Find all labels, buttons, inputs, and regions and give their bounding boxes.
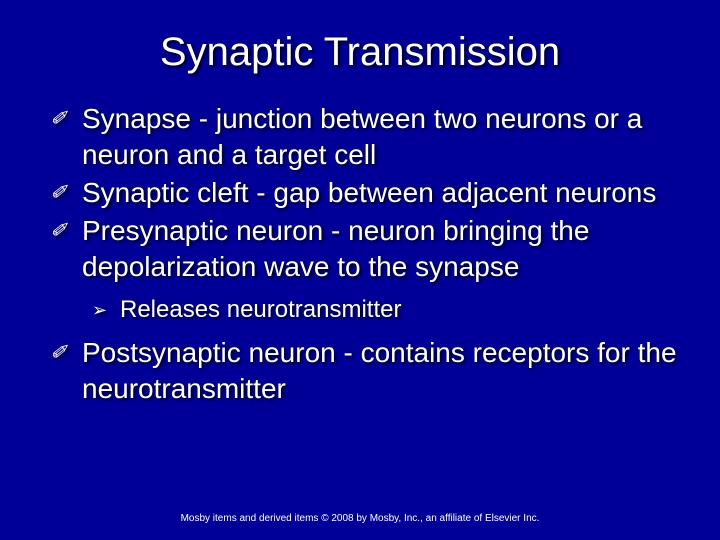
bullet-text: Synapse - junction between two neurons o… [82,101,680,173]
sub-bullet-text: Releases neurotransmitter [120,295,401,325]
bullet-icon: ✐ [50,213,82,249]
sub-bullet-icon: ➢ [92,295,120,325]
bullet-text: Postsynaptic neuron - contains receptors… [82,335,680,407]
slide-title: Synaptic Transmission [40,30,680,75]
bullet-text: Synaptic cleft - gap between adjacent ne… [82,175,656,211]
bullet-item: ✐ Synapse - junction between two neurons… [50,101,680,173]
bullet-icon: ✐ [50,335,82,371]
bullet-item: ✐ Synaptic cleft - gap between adjacent … [50,175,680,211]
bullet-item: ✐ Postsynaptic neuron - contains recepto… [50,335,680,407]
sub-bullet-item: ➢ Releases neurotransmitter [92,295,680,325]
slide: Synaptic Transmission ✐ Synapse - juncti… [0,0,720,540]
bullet-icon: ✐ [50,175,82,211]
slide-body: ✐ Synapse - junction between two neurons… [40,101,680,407]
bullet-item: ✐ Presynaptic neuron - neuron bringing t… [50,213,680,285]
bullet-text: Presynaptic neuron - neuron bringing the… [82,213,680,285]
bullet-icon: ✐ [50,101,82,137]
copyright-footer: Mosby items and derived items © 2008 by … [0,513,720,524]
